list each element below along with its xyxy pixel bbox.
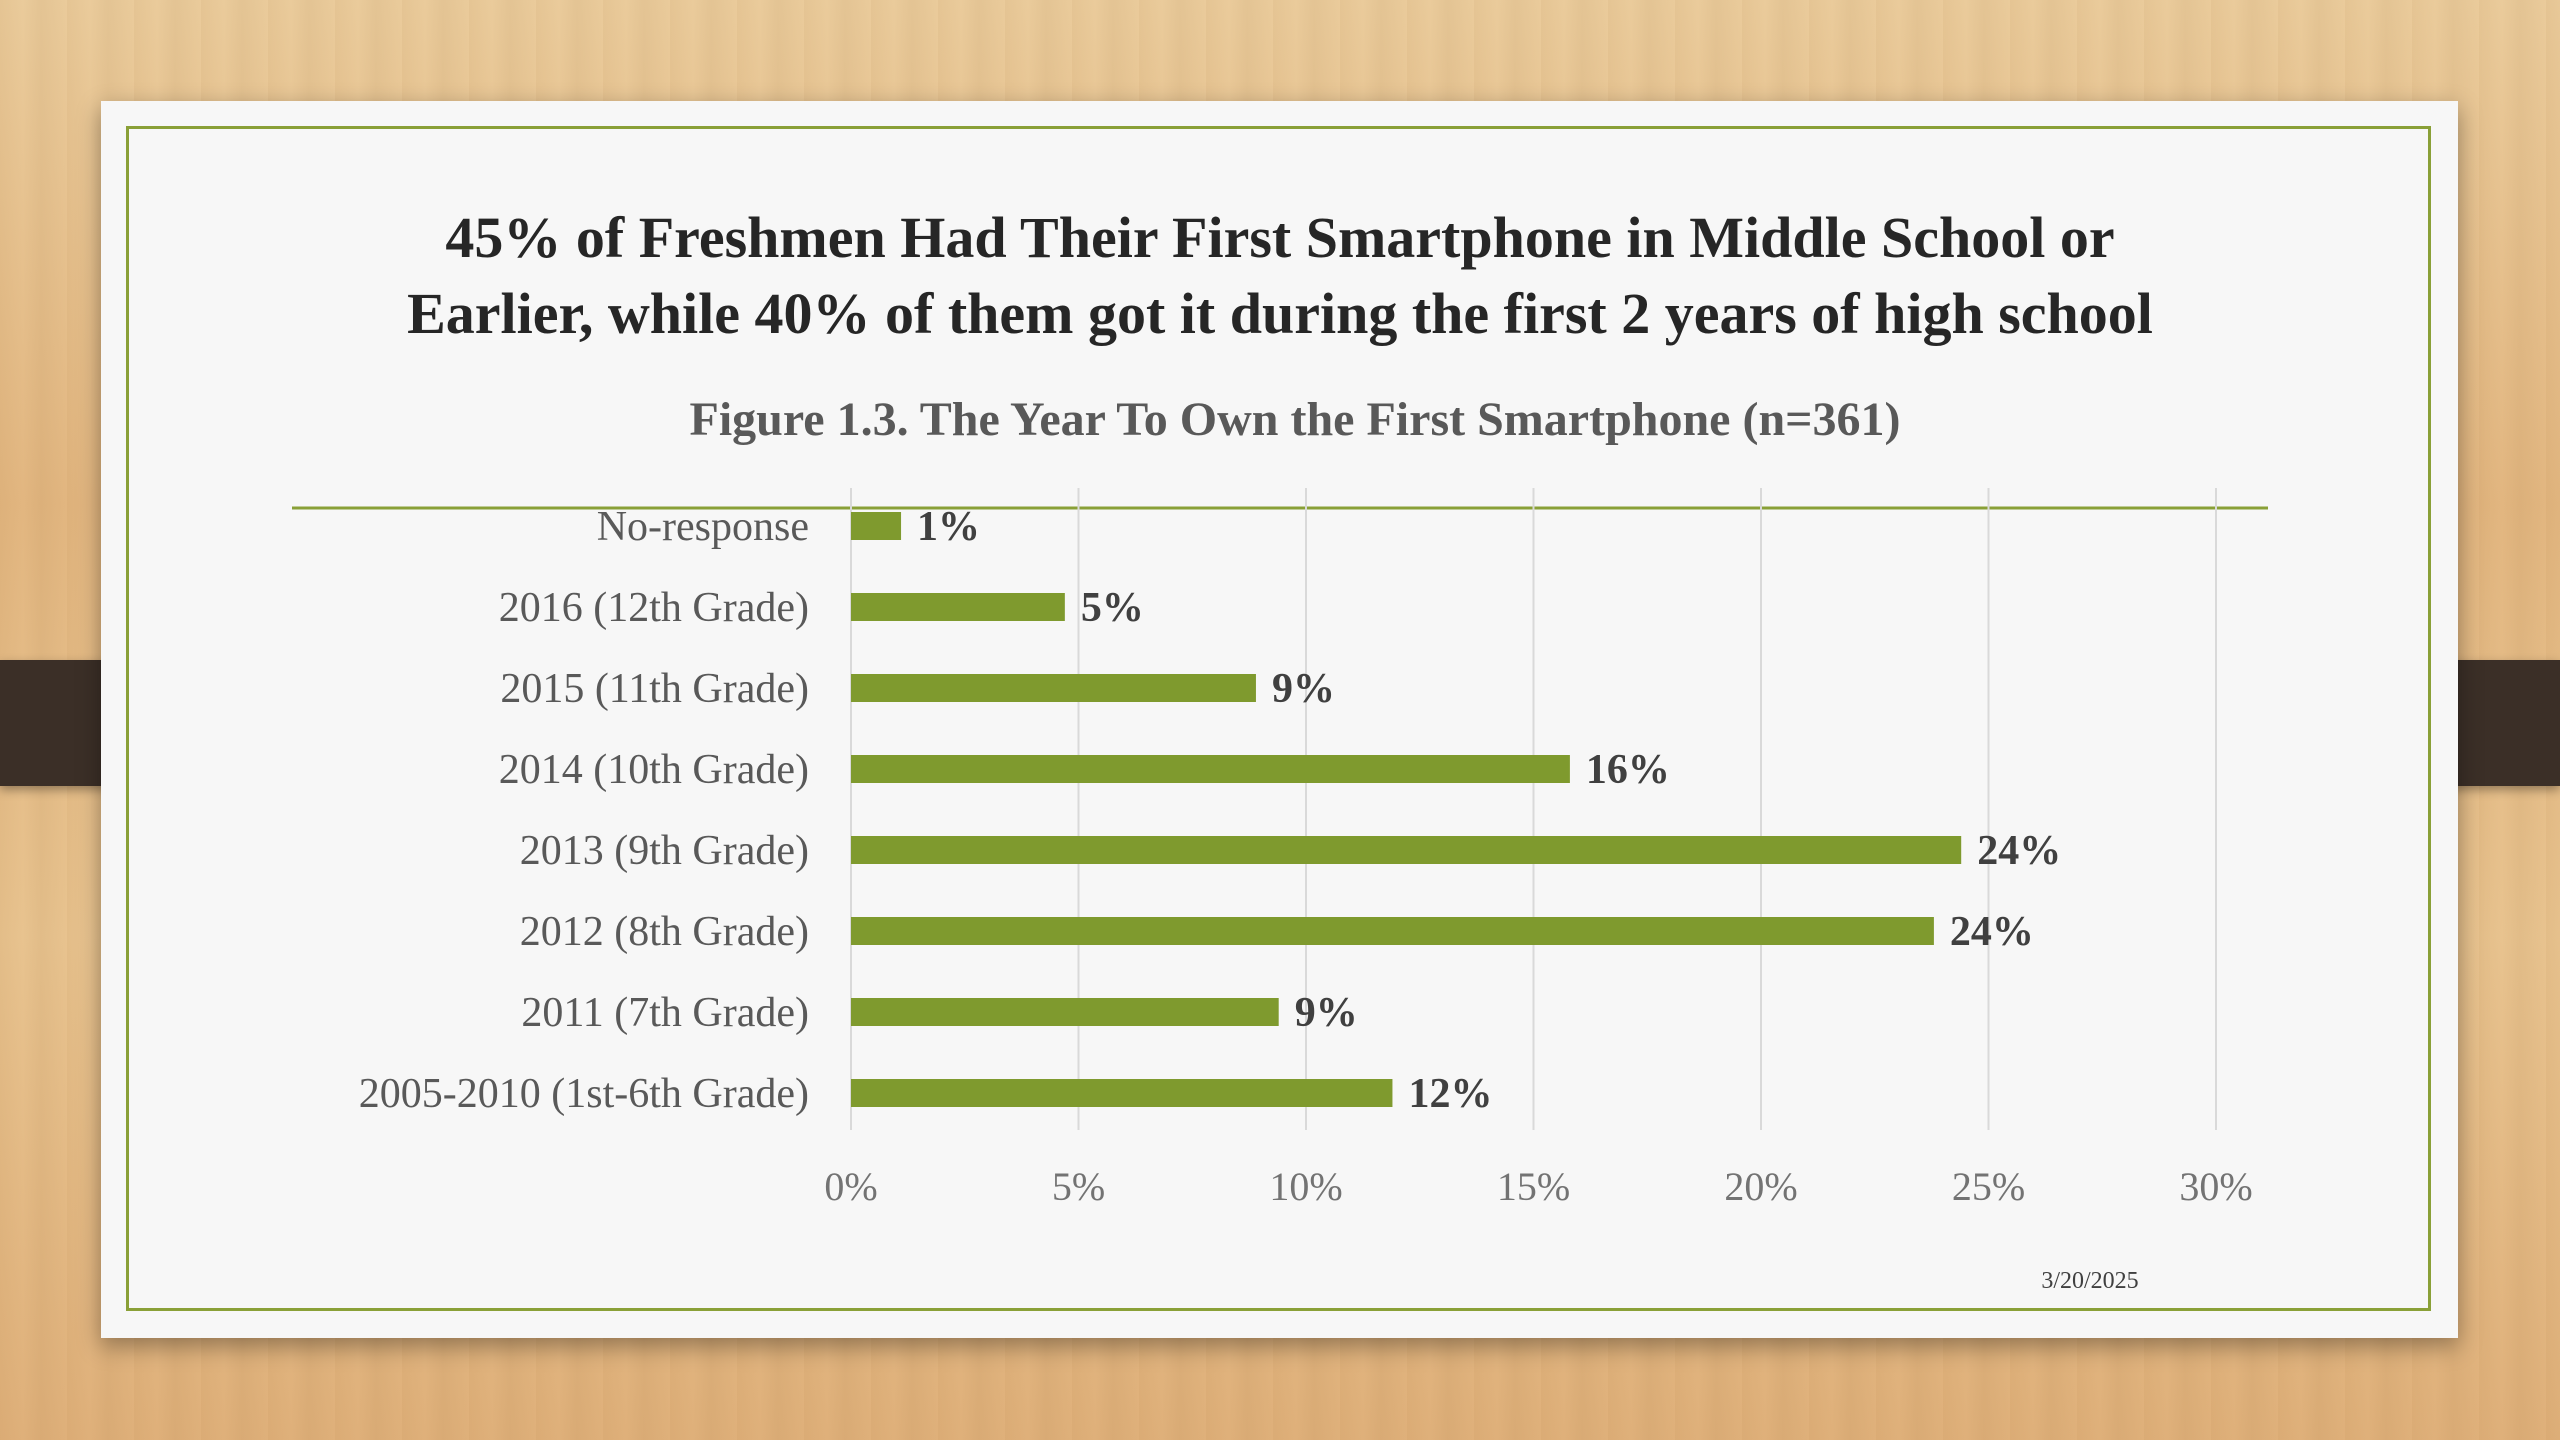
x-tick-label: 0%	[824, 1164, 877, 1209]
slide	[101, 101, 2458, 1338]
bar	[851, 512, 902, 540]
x-tick-label: 25%	[1952, 1164, 2025, 1209]
slide-headline: 45% of Freshmen Had Their First Smartpho…	[230, 200, 2330, 352]
data-label: 24%	[1977, 828, 2061, 874]
bar	[851, 1079, 1393, 1107]
bar	[851, 917, 1934, 945]
category-label: 2013 (9th Grade)	[520, 828, 809, 874]
bar	[851, 836, 1962, 864]
data-label: 9%	[1272, 666, 1335, 712]
category-label: 2015 (11th Grade)	[500, 666, 809, 712]
x-tick-label: 10%	[1269, 1164, 1342, 1209]
data-label: 24%	[1950, 909, 2034, 955]
category-label: 2016 (12th Grade)	[499, 585, 809, 631]
category-label: 2012 (8th Grade)	[520, 909, 809, 955]
category-label: 2005-2010 (1st-6th Grade)	[359, 1071, 809, 1117]
data-label: 1%	[917, 504, 980, 550]
bar	[851, 755, 1570, 783]
x-tick-label: 20%	[1724, 1164, 1797, 1209]
slide-date: 3/20/2025	[2041, 1268, 2139, 1294]
x-tick-label: 15%	[1497, 1164, 1570, 1209]
slide-frame	[126, 126, 2431, 1311]
category-label: No-response	[597, 504, 809, 550]
bar	[851, 674, 1256, 702]
data-label: 9%	[1295, 990, 1358, 1036]
x-tick-label: 5%	[1052, 1164, 1105, 1209]
x-tick-label: 30%	[2179, 1164, 2252, 1209]
headline-line-1: 45% of Freshmen Had Their First Smartpho…	[445, 205, 2115, 270]
bar	[851, 593, 1065, 621]
bar	[851, 998, 1279, 1026]
data-label: 5%	[1081, 585, 1144, 631]
chart-title: Figure 1.3. The Year To Own the First Sm…	[689, 393, 1901, 446]
headline-line-2: Earlier, while 40% of them got it during…	[407, 281, 2153, 346]
data-label: 12%	[1408, 1071, 1492, 1117]
data-label: 16%	[1586, 747, 1670, 793]
category-label: 2011 (7th Grade)	[521, 990, 809, 1036]
category-label: 2014 (10th Grade)	[499, 747, 809, 793]
